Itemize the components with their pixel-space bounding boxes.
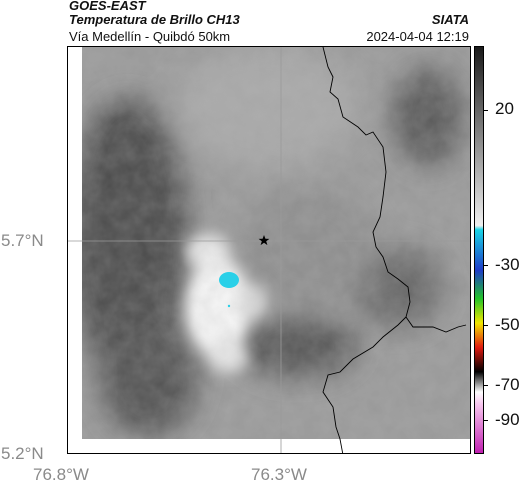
colorbar-label: 20: [495, 99, 514, 118]
product-title: Temperatura de Brillo CH13: [69, 12, 240, 27]
colorbar-label: -30: [495, 255, 520, 274]
longitude-label: 76.8°W: [33, 465, 89, 484]
brightness-temperature-image: [68, 47, 470, 453]
nodata-bottom: [68, 439, 470, 453]
region-label: Vía Medellín - Quibdó 50km: [69, 29, 231, 44]
colorbar-tick: [484, 385, 488, 386]
cold-cloud-core: [219, 272, 239, 288]
star-icon: [258, 235, 270, 246]
satellite-source-label: GOES-EAST: [69, 0, 146, 13]
colorbar-tick: [484, 420, 488, 421]
colorbar-tick: [484, 110, 488, 111]
border-south: [322, 316, 407, 453]
latitude-label: 5.2°N: [1, 444, 44, 463]
cloud-field: [68, 47, 470, 453]
nodata-strip: [68, 47, 82, 453]
colorbar-label: -70: [495, 375, 520, 394]
agency-label: SIATA: [431, 12, 469, 27]
colorbar-tick: [484, 265, 488, 266]
colorbar-label: -90: [495, 410, 520, 429]
colorbar-label: -50: [495, 315, 520, 334]
texture: [82, 47, 470, 439]
satellite-map[interactable]: [67, 46, 471, 454]
colorbar-tick: [484, 325, 488, 326]
longitude-label: 76.3°W: [251, 465, 307, 484]
graticule: [68, 47, 470, 453]
timestamp-label: 2024-04-04 12:19: [366, 29, 469, 44]
station-marker[interactable]: [258, 235, 270, 246]
border-main: [322, 47, 467, 333]
political-borders: [322, 47, 467, 453]
cold-cloud-speck: [227, 304, 231, 308]
latitude-label: 5.7°N: [1, 231, 44, 250]
colorbar: [474, 46, 484, 454]
